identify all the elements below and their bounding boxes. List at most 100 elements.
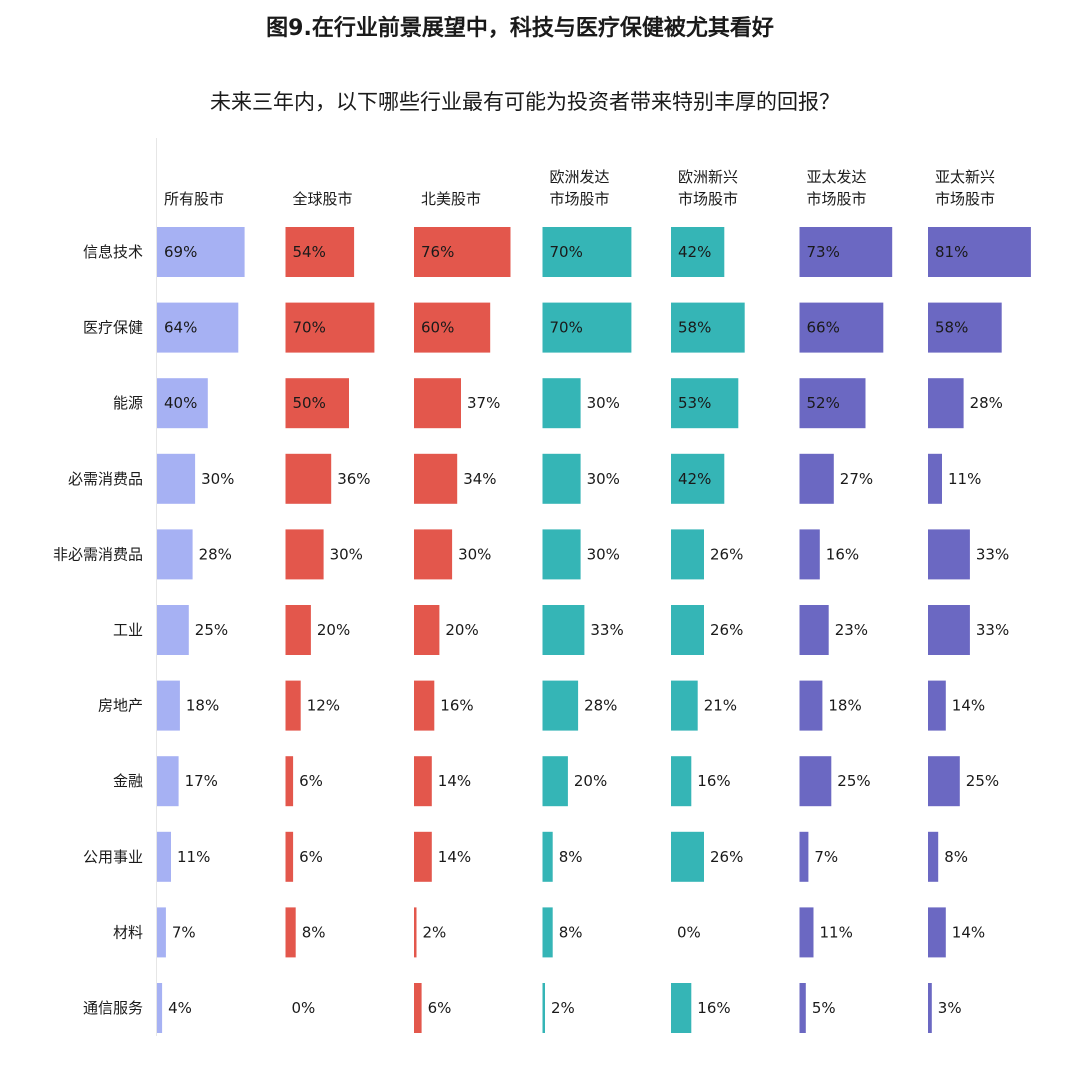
data-label: 42% bbox=[678, 470, 711, 488]
bar bbox=[157, 756, 179, 807]
category-label: 通信服务 bbox=[83, 999, 143, 1017]
bar bbox=[542, 453, 581, 504]
data-label: 14% bbox=[952, 697, 985, 715]
data-label: 8% bbox=[559, 923, 583, 941]
data-label: 14% bbox=[438, 772, 471, 790]
bar bbox=[542, 378, 581, 429]
data-label: 25% bbox=[966, 772, 999, 790]
bar bbox=[285, 227, 355, 277]
bar bbox=[799, 907, 814, 958]
bar bbox=[157, 227, 245, 277]
bar bbox=[542, 907, 553, 958]
bar bbox=[671, 378, 739, 429]
data-label: 69% bbox=[164, 243, 197, 261]
data-label: 25% bbox=[837, 772, 870, 790]
data-label: 20% bbox=[317, 621, 350, 639]
series-header: 亚太发达 bbox=[807, 168, 867, 186]
data-label: 30% bbox=[330, 545, 363, 563]
data-label: 21% bbox=[704, 697, 737, 715]
data-label: 8% bbox=[944, 848, 968, 866]
data-label: 52% bbox=[807, 394, 840, 412]
bar bbox=[928, 453, 942, 504]
data-label: 40% bbox=[164, 394, 197, 412]
bar bbox=[542, 302, 632, 353]
bar bbox=[157, 983, 163, 1033]
bar bbox=[671, 227, 725, 277]
data-label: 6% bbox=[428, 999, 452, 1017]
data-label: 30% bbox=[587, 545, 620, 563]
data-label: 7% bbox=[172, 923, 196, 941]
bar bbox=[285, 529, 324, 580]
series-header: 欧洲新兴 bbox=[678, 168, 738, 186]
data-label: 18% bbox=[828, 697, 861, 715]
data-label: 6% bbox=[299, 772, 323, 790]
category-label: 公用事业 bbox=[83, 848, 143, 866]
bar bbox=[414, 983, 422, 1033]
data-label: 11% bbox=[177, 848, 210, 866]
bar bbox=[542, 983, 545, 1033]
category-label: 房地产 bbox=[98, 697, 143, 715]
data-label: 33% bbox=[976, 621, 1009, 639]
chart-title: 图9.在行业前景展望中，科技与医疗保健被尤其看好 bbox=[266, 16, 774, 41]
bar bbox=[928, 227, 1031, 277]
bar bbox=[542, 756, 568, 807]
category-label: 能源 bbox=[113, 394, 143, 412]
bar bbox=[928, 302, 1002, 353]
bar bbox=[542, 529, 581, 580]
series-header: 北美股市 bbox=[421, 190, 481, 208]
bar bbox=[671, 453, 725, 504]
bar bbox=[671, 983, 692, 1033]
bar bbox=[157, 453, 196, 504]
data-label: 28% bbox=[584, 697, 617, 715]
bar bbox=[928, 605, 970, 655]
bar bbox=[157, 831, 171, 882]
bar bbox=[542, 680, 579, 731]
data-label: 30% bbox=[458, 545, 491, 563]
category-label: 材料 bbox=[113, 923, 143, 941]
data-label: 14% bbox=[952, 923, 985, 941]
series-header: 亚太新兴 bbox=[935, 168, 995, 186]
data-label: 2% bbox=[551, 999, 575, 1017]
data-label: 60% bbox=[421, 319, 454, 337]
data-label: 5% bbox=[812, 999, 836, 1017]
data-label: 28% bbox=[199, 545, 232, 563]
bar bbox=[285, 680, 301, 731]
data-label: 16% bbox=[697, 772, 730, 790]
bar bbox=[157, 529, 193, 580]
data-label: 11% bbox=[820, 923, 853, 941]
data-label: 58% bbox=[678, 319, 711, 337]
data-label: 23% bbox=[835, 621, 868, 639]
bar bbox=[799, 302, 884, 353]
bar bbox=[671, 302, 745, 353]
data-label: 16% bbox=[697, 999, 730, 1017]
bar bbox=[157, 302, 239, 353]
data-label: 26% bbox=[710, 545, 743, 563]
data-label: 42% bbox=[678, 243, 711, 261]
data-label: 73% bbox=[807, 243, 840, 261]
data-label: 30% bbox=[587, 394, 620, 412]
series-header: 所有股市 bbox=[164, 190, 224, 208]
data-label: 33% bbox=[976, 545, 1009, 563]
category-label: 工业 bbox=[113, 621, 143, 639]
data-label: 37% bbox=[467, 394, 500, 412]
data-label: 16% bbox=[826, 545, 859, 563]
bar bbox=[157, 378, 208, 429]
bar bbox=[928, 680, 946, 731]
bar bbox=[285, 378, 349, 429]
category-label: 必需消费品 bbox=[68, 470, 143, 488]
bar bbox=[799, 680, 823, 731]
bar bbox=[157, 605, 189, 655]
bar bbox=[285, 453, 332, 504]
data-label: 28% bbox=[970, 394, 1003, 412]
series-header: 市场股市 bbox=[807, 190, 867, 208]
bar bbox=[414, 831, 432, 882]
data-label: 27% bbox=[840, 470, 873, 488]
series-header: 市场股市 bbox=[935, 190, 995, 208]
bar bbox=[414, 453, 458, 504]
bar bbox=[928, 529, 970, 580]
bar bbox=[928, 831, 939, 882]
bar bbox=[542, 831, 553, 882]
category-label: 信息技术 bbox=[83, 243, 143, 261]
data-label: 58% bbox=[935, 319, 968, 337]
